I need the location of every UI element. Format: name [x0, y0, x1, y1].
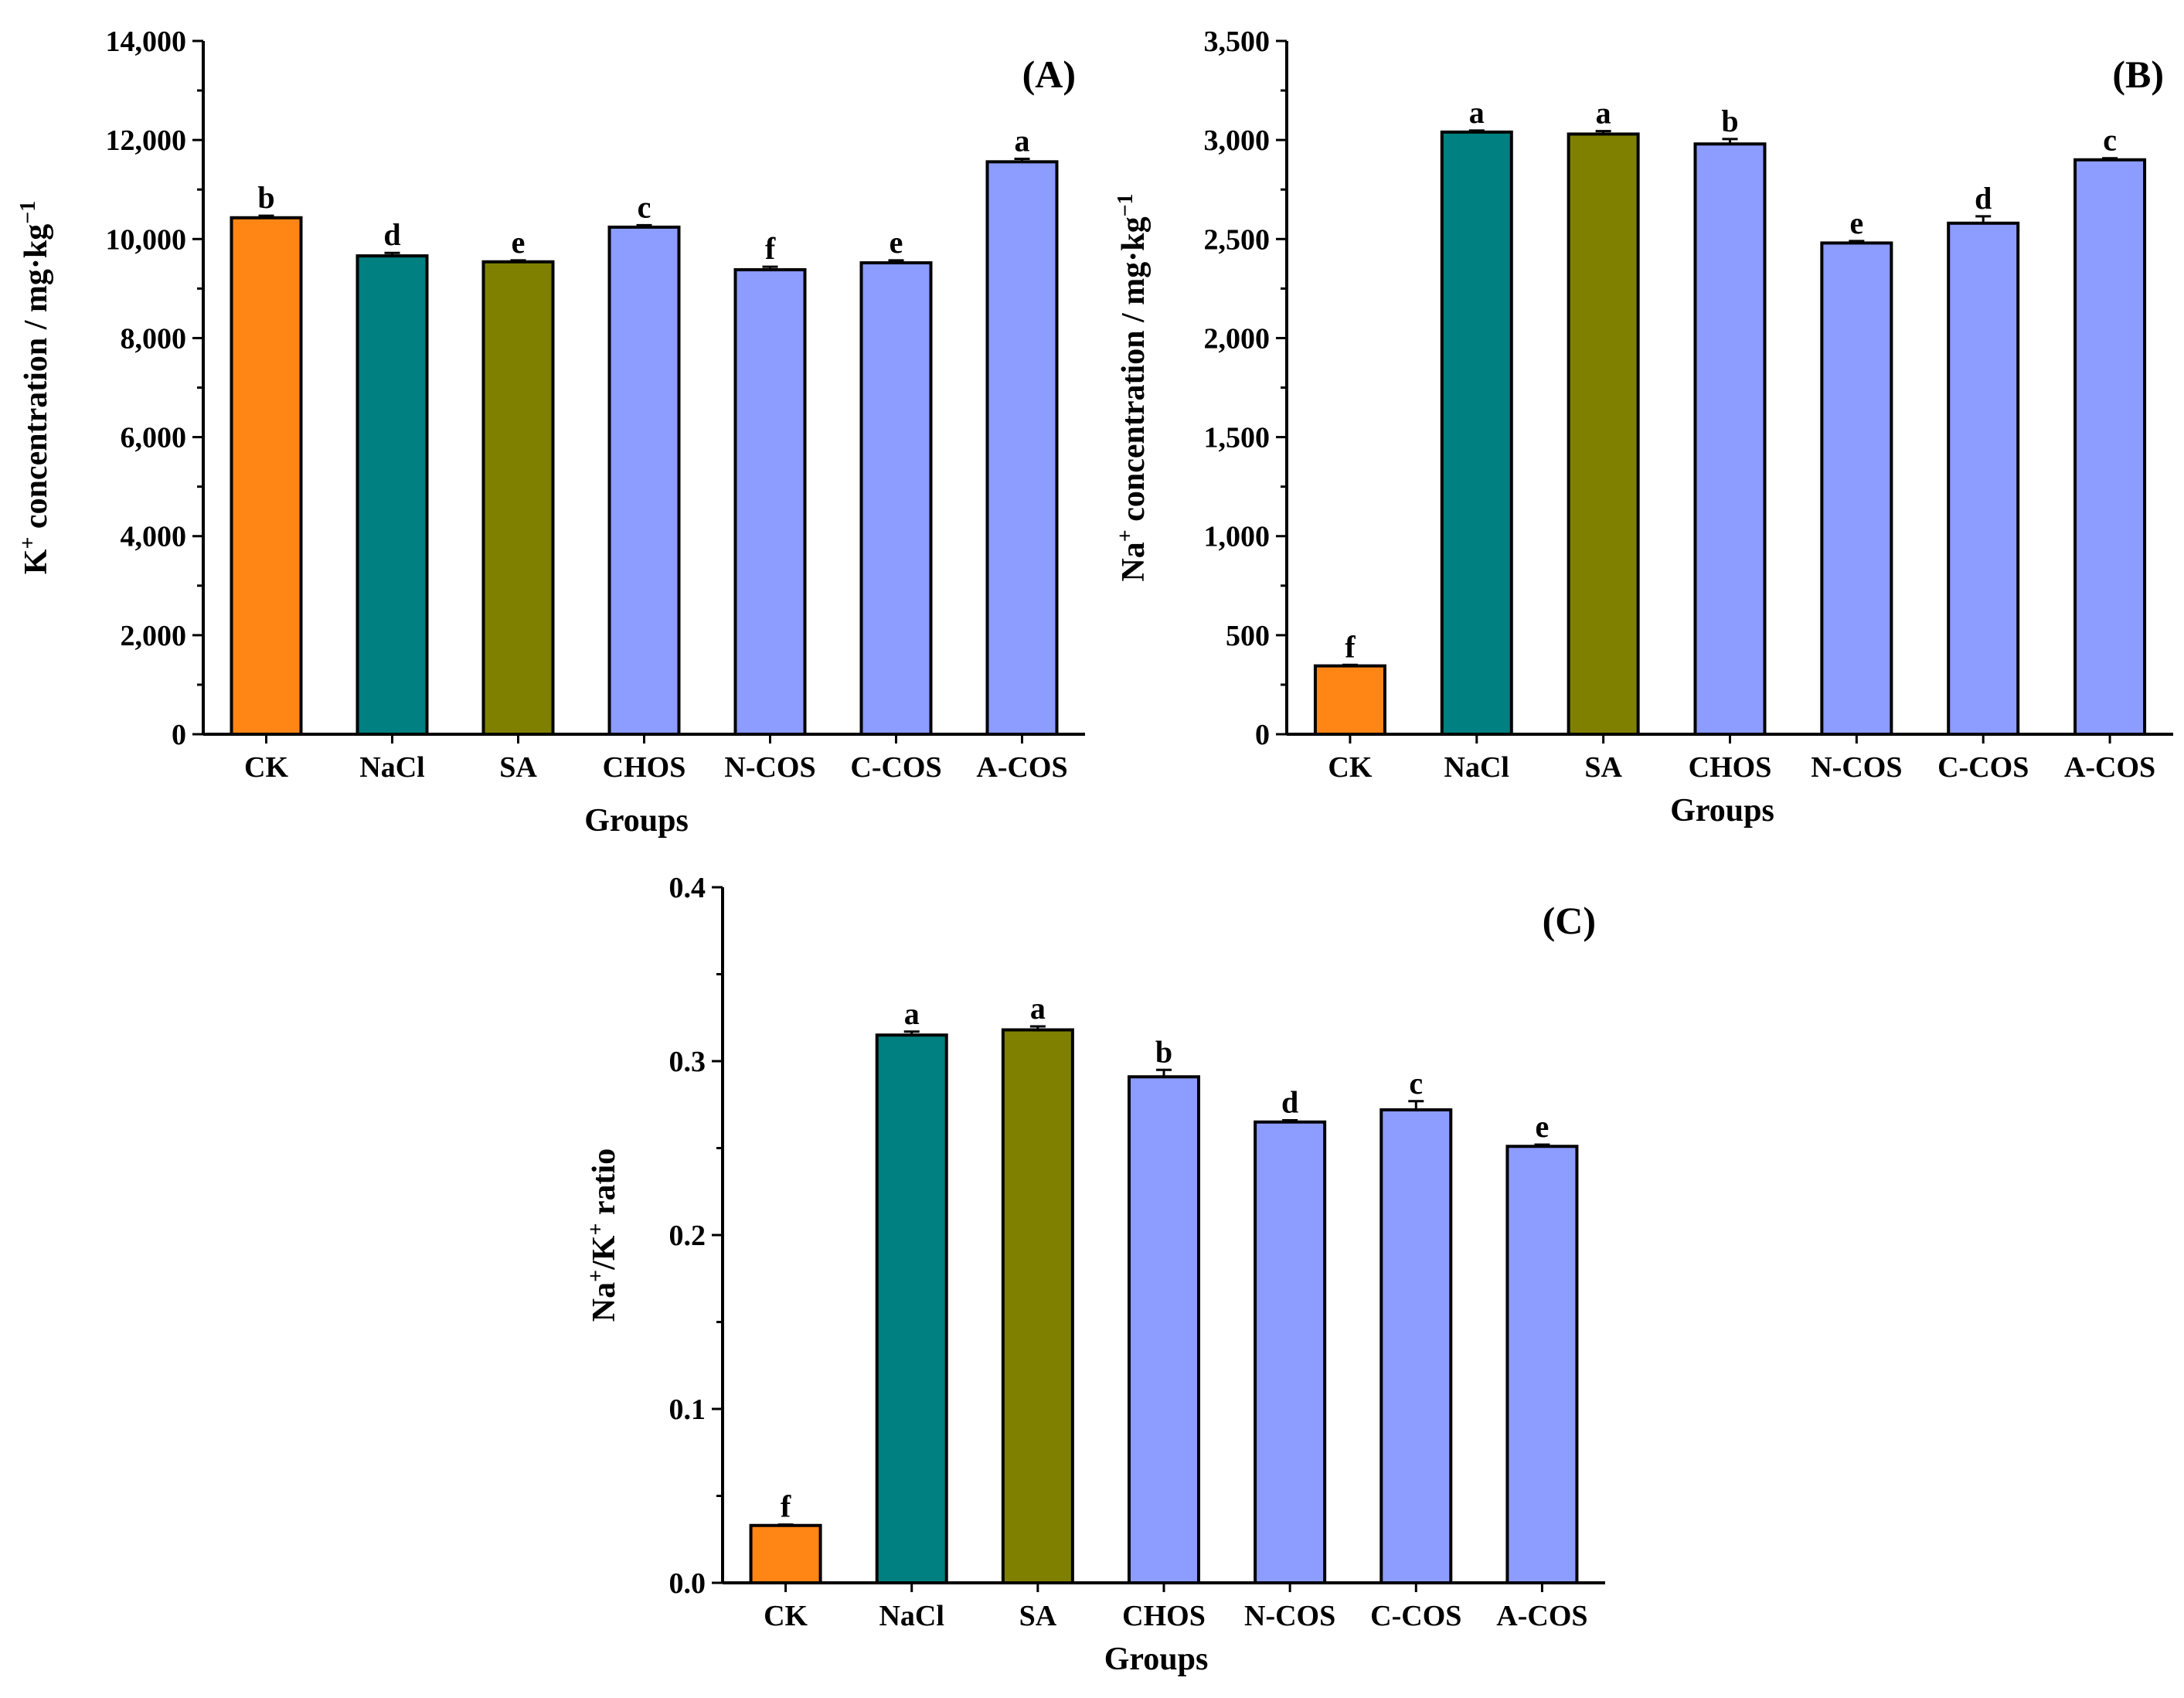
y-tick-label: 6,000 [121, 422, 187, 454]
y-axis-title: Na+ concentration / mg·kg−1 [1114, 193, 1152, 581]
significance-label-a-cos: e [1536, 1109, 1550, 1144]
x-tick-label-nacl: NaCl [1444, 751, 1509, 784]
bar-nacl [1440, 130, 1513, 737]
y-tick-label: 0 [1255, 719, 1270, 751]
x-tick-label-ck: CK [764, 1600, 808, 1632]
y-tick-label: 3,500 [1204, 26, 1271, 58]
x-tick-label-sa: SA [1584, 751, 1622, 784]
significance-label-nacl: a [904, 996, 920, 1031]
significance-label-chos: c [638, 189, 651, 224]
chart-panel-2: f CK a NaCl a SA b CHOS e N-COS d C-COS c A-COS 0 500 1,… [1114, 26, 2173, 829]
bar-n-cos [733, 268, 807, 736]
bar-n-cos [1820, 241, 1893, 736]
significance-label-n-cos: d [1281, 1085, 1298, 1120]
x-tick-label-nacl: NaCl [359, 751, 424, 784]
panel-label: (B) [2112, 53, 2164, 96]
x-tick-label-ck: CK [244, 751, 288, 784]
x-tick-label-a-cos: A-COS [1496, 1600, 1587, 1632]
bar-a-cos [985, 160, 1059, 736]
significance-label-nacl: a [1469, 95, 1485, 130]
x-tick-label-a-cos: A-COS [2064, 751, 2155, 784]
y-axis-title: Na+/K+ ratio [584, 1148, 623, 1322]
significance-label-sa: a [1596, 96, 1611, 131]
x-tick-label-ck: CK [1328, 751, 1372, 784]
bar-ck [1313, 664, 1386, 736]
panel-label: (C) [1543, 899, 1596, 942]
bar-nacl [875, 1033, 948, 1584]
chart-panel-1: b CK d NaCl e SA c CHOS f N-COS e C-COS a A-COS 0 2,000… [16, 26, 1085, 839]
bar-c-cos [859, 261, 933, 737]
bar-sa [1567, 132, 1640, 736]
chart-panel-3: f CK a NaCl a SA b CHOS d N-COS c C-COS e A-COS 0.0 0.1… [584, 872, 1605, 1677]
y-tick-label: 3,000 [1204, 124, 1271, 157]
bar-a-cos [2073, 158, 2147, 736]
significance-label-c-cos: d [1975, 181, 1992, 216]
x-tick-label-chos: CHOS [1122, 1600, 1206, 1632]
x-tick-label-sa: SA [1019, 1600, 1057, 1632]
y-tick-label: 0.1 [669, 1393, 706, 1426]
bar-chos [607, 225, 681, 736]
significance-label-ck: f [1345, 629, 1356, 664]
y-tick-label: 0.3 [669, 1046, 706, 1078]
y-axis-title: K+ concentration / mg·kg−1 [16, 201, 55, 574]
x-tick-label-n-cos: N-COS [1811, 751, 1902, 784]
significance-label-a-cos: c [2103, 123, 2117, 158]
bar-ck [749, 1523, 822, 1584]
y-tick-label: 8,000 [121, 322, 187, 355]
significance-label-c-cos: c [1409, 1066, 1423, 1101]
x-tick-label-a-cos: A-COS [976, 751, 1067, 784]
bar-sa [1001, 1028, 1074, 1584]
y-tick-label: 0 [172, 719, 186, 751]
x-tick-label-c-cos: C-COS [1937, 751, 2029, 784]
y-tick-label: 0.4 [669, 872, 706, 904]
significance-label-ck: f [781, 1489, 791, 1524]
significance-label-nacl: d [383, 217, 400, 252]
x-tick-label-n-cos: N-COS [1244, 1600, 1335, 1632]
y-tick-label: 4,000 [121, 521, 187, 553]
significance-label-ck: b [257, 180, 274, 215]
bar-nacl [355, 254, 429, 736]
bar-n-cos [1254, 1120, 1327, 1584]
y-tick-label: 10,000 [106, 223, 187, 256]
bar-ck [230, 216, 303, 736]
bar-c-cos [1947, 221, 2020, 737]
x-tick-label-n-cos: N-COS [724, 751, 815, 784]
significance-label-sa: a [1030, 991, 1046, 1026]
significance-label-n-cos: f [765, 231, 776, 266]
x-axis-title: Groups [1670, 793, 1774, 829]
bar-c-cos [1379, 1108, 1453, 1584]
x-axis-title: Groups [584, 803, 689, 839]
significance-label-c-cos: e [890, 225, 903, 260]
x-tick-label-c-cos: C-COS [850, 751, 941, 784]
y-tick-label: 1,500 [1204, 422, 1271, 454]
bar-sa [481, 260, 555, 737]
y-tick-label: 1,000 [1204, 521, 1271, 553]
significance-label-sa: e [512, 225, 526, 260]
significance-label-chos: b [1155, 1034, 1172, 1069]
bar-a-cos [1505, 1145, 1579, 1584]
significance-label-chos: b [1721, 104, 1738, 138]
x-tick-label-nacl: NaCl [879, 1600, 944, 1632]
y-tick-label: 14,000 [106, 26, 187, 58]
bar-chos [1128, 1075, 1200, 1584]
x-tick-label-chos: CHOS [1689, 751, 1772, 784]
y-tick-label: 2,000 [1204, 322, 1271, 355]
significance-label-n-cos: e [1849, 206, 1863, 240]
x-tick-label-sa: SA [499, 751, 537, 784]
y-tick-label: 500 [1226, 620, 1270, 652]
x-tick-label-chos: CHOS [603, 751, 686, 784]
y-tick-label: 12,000 [106, 124, 187, 157]
panel-label: (A) [1022, 53, 1076, 96]
x-axis-title: Groups [1104, 1642, 1209, 1677]
y-tick-label: 2,500 [1204, 223, 1271, 256]
bar-chos [1693, 142, 1767, 737]
y-tick-label: 2,000 [121, 620, 187, 652]
y-tick-label: 0.0 [669, 1567, 706, 1600]
x-tick-label-c-cos: C-COS [1370, 1600, 1461, 1632]
significance-label-a-cos: a [1015, 123, 1030, 158]
y-tick-label: 0.2 [669, 1220, 706, 1252]
